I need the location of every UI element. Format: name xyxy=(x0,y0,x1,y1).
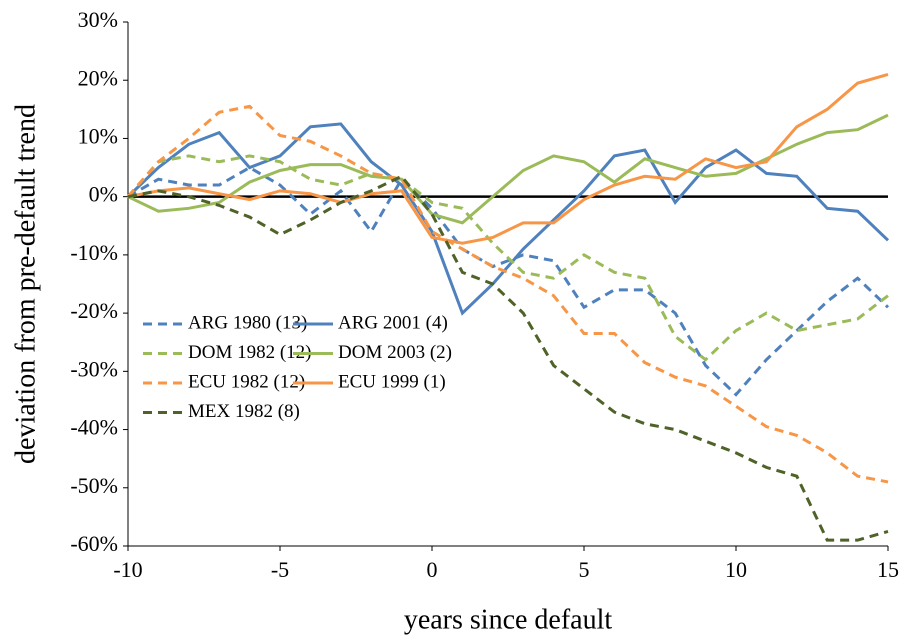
y-tick-label: -60% xyxy=(70,531,118,556)
y-tick-label: 10% xyxy=(78,123,118,148)
y-tick-label: -40% xyxy=(70,415,118,440)
x-tick-label: 5 xyxy=(579,557,590,582)
x-tick-label: 15 xyxy=(877,557,899,582)
y-tick-label: 30% xyxy=(78,7,118,32)
y-axis-title: deviation from pre-default trend xyxy=(10,104,41,464)
series-line xyxy=(126,122,890,316)
legend-label: ARG 1980 (13) xyxy=(188,312,307,333)
series-line xyxy=(127,72,889,245)
y-tick-label: -30% xyxy=(70,356,118,381)
series-line xyxy=(127,113,889,225)
x-axis-title: years since default xyxy=(404,604,613,635)
y-tick-label: -20% xyxy=(70,298,118,323)
legend-label: DOM 2003 (2) xyxy=(338,342,452,363)
series-line xyxy=(126,104,889,484)
y-tick-label: 0% xyxy=(89,182,118,207)
legend-label: ECU 1999 (1) xyxy=(338,371,446,392)
series-line xyxy=(127,165,890,397)
y-tick-label: -50% xyxy=(70,473,118,498)
y-tick-label: -10% xyxy=(70,240,118,265)
legend-label: DOM 1982 (12) xyxy=(188,342,312,363)
legend-label: ECU 1982 (12) xyxy=(188,371,305,392)
x-tick-label: 0 xyxy=(427,557,438,582)
x-tick-label: -10 xyxy=(113,557,142,582)
y-tick-label: 20% xyxy=(78,65,118,90)
legend-label: MEX 1982 (8) xyxy=(188,401,300,422)
legend-label: ARG 2001 (4) xyxy=(338,312,448,333)
series-line xyxy=(126,154,889,362)
x-tick-label: 10 xyxy=(725,557,747,582)
x-tick-label: -5 xyxy=(271,557,289,582)
